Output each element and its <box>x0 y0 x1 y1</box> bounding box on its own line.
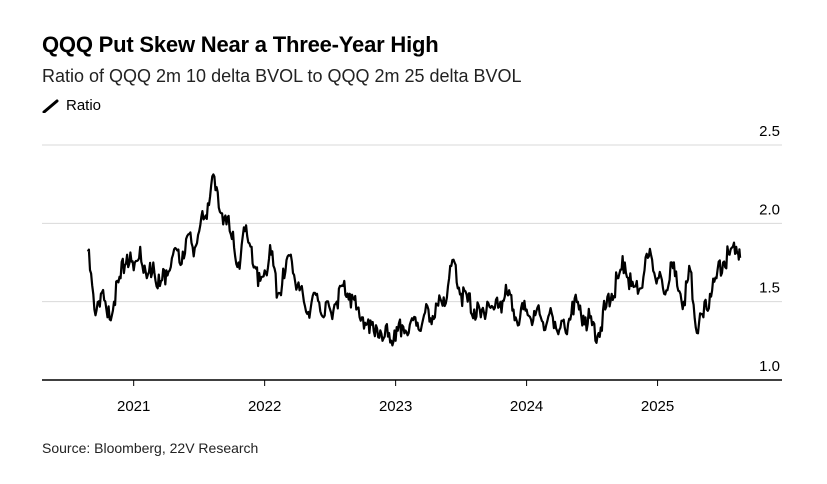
y-tick-label: 1.0 <box>759 358 780 375</box>
x-tick-label: 2021 <box>117 398 150 415</box>
series-line-ratio <box>86 173 742 347</box>
diagonal-line-icon <box>42 99 59 113</box>
x-tick-label: 2023 <box>379 398 412 415</box>
chart-title: QQQ Put Skew Near a Three-Year High <box>42 32 439 57</box>
y-tick-label: 1.5 <box>759 280 780 297</box>
legend: Ratio <box>42 97 101 114</box>
legend-label: Ratio <box>66 97 102 114</box>
y-tick-label: 2.0 <box>759 201 780 218</box>
x-tick-label: 2022 <box>248 398 281 415</box>
x-tick-label: 2024 <box>510 398 543 415</box>
chart-subtitle: Ratio of QQQ 2m 10 delta BVOL to QQQ 2m … <box>42 66 522 86</box>
source-note: Source: Bloomberg, 22V Research <box>42 440 259 456</box>
y-tick-label: 2.5 <box>759 123 780 140</box>
x-tick-label: 2025 <box>641 398 674 415</box>
